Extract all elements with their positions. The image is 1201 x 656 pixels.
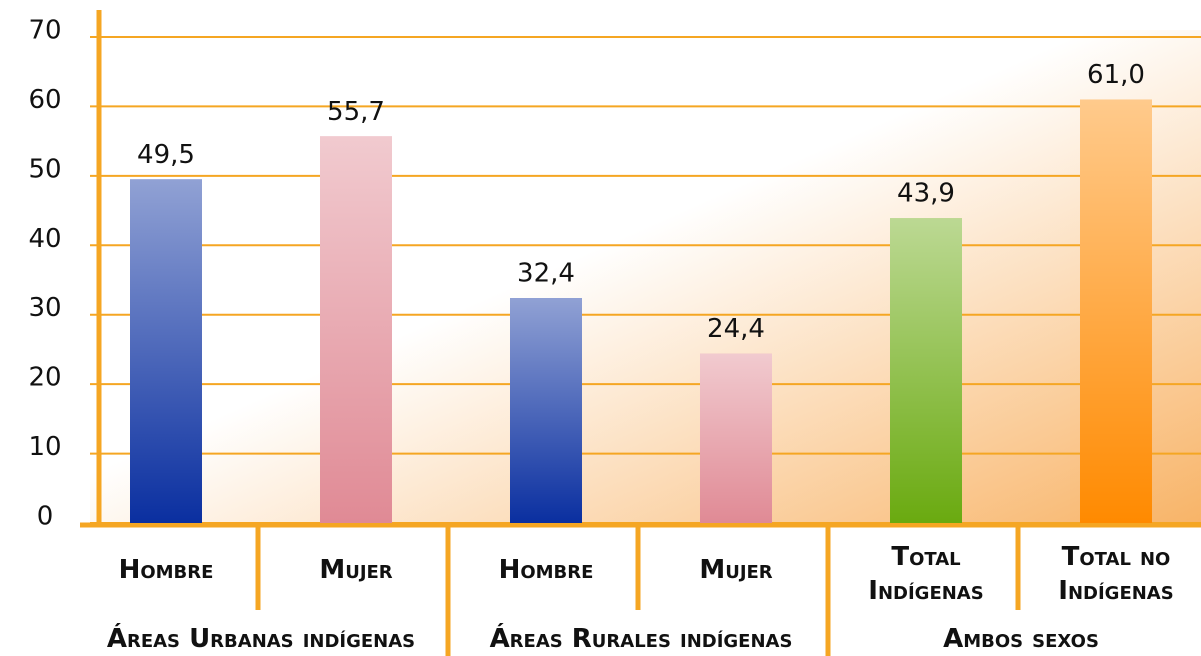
group-label: Ambos sexos [943,624,1099,654]
value-label: 43,9 [897,179,955,209]
plot-background [90,30,1201,523]
group-label: Áreas Urbanas indígenas [106,624,416,654]
y-tick-label: 30 [28,293,61,323]
y-tick-label: 20 [28,363,61,393]
bar-shade [700,353,772,523]
x-tick-label: Total Indígenas [868,542,984,606]
y-tick-label: 0 [37,502,54,532]
y-tick-label: 50 [28,154,61,184]
bar-shade [320,136,392,524]
value-label: 32,4 [517,259,575,289]
value-label: 55,7 [327,97,385,127]
x-tick-label: Mujer [319,555,393,585]
x-tick-label: Total no Indígenas [1058,542,1174,606]
bar-shade [1080,99,1152,523]
y-tick-label: 40 [28,224,61,254]
x-tick-label: Hombre [498,555,594,585]
group-label: Áreas Rurales indígenas [489,624,793,654]
x-tick-label: Hombre [118,555,214,585]
y-tick-label: 60 [28,85,61,115]
value-label: 61,0 [1087,60,1145,90]
value-label: 49,5 [137,140,195,170]
y-tick-label: 70 [28,16,61,46]
value-label: 24,4 [707,314,765,344]
bar-shade [890,218,962,524]
x-tick-label: Mujer [699,555,773,585]
bar-shade [510,298,582,523]
y-tick-label: 10 [28,432,61,462]
bar-shade [130,179,202,524]
